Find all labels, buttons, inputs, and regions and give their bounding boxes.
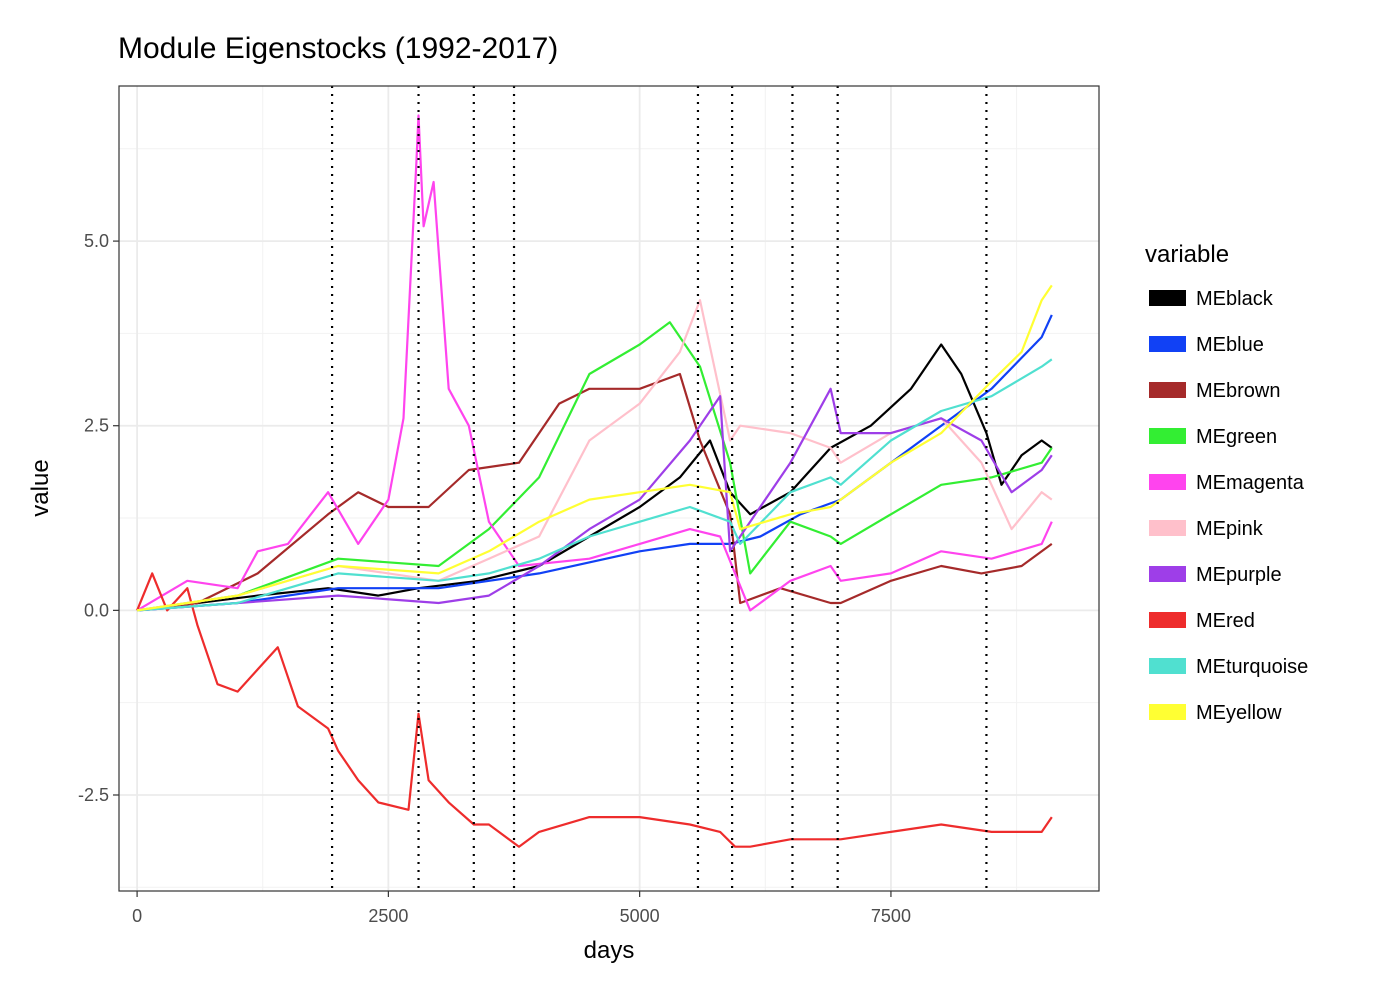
legend-label: MEmagenta <box>1196 472 1305 494</box>
legend-key-megreen <box>1149 428 1186 444</box>
series-line-megreen <box>136 321 1053 612</box>
series-line-mepink <box>136 299 1053 612</box>
legend-key-meblack <box>1149 290 1186 306</box>
legend-key-mebrown <box>1149 382 1186 398</box>
legend-label: MEyellow <box>1196 702 1282 724</box>
legend-key-memagenta <box>1149 474 1186 490</box>
y-axis-title: value <box>27 459 54 516</box>
x-axis-title: days <box>584 937 635 964</box>
series-line-mebrown <box>136 372 1053 612</box>
legend-label: MEred <box>1196 610 1255 632</box>
series-line-meyellow <box>136 284 1053 612</box>
legend-key-meblue <box>1149 336 1186 352</box>
legend-label: MEblack <box>1196 288 1274 310</box>
legend-key-mered <box>1149 612 1186 628</box>
legend-key-meturquoise <box>1149 658 1186 674</box>
legend-label: MEpink <box>1196 518 1264 540</box>
legend-key-mepurple <box>1149 566 1186 582</box>
x-tick-label: 0 <box>132 906 142 926</box>
legend-key-mepink <box>1149 520 1186 536</box>
legend-label: MEgreen <box>1196 426 1277 448</box>
x-tick-label: 7500 <box>871 906 911 926</box>
series-line-mered <box>136 572 1053 848</box>
series-line-memagenta <box>136 114 1053 612</box>
y-axis-ticks: -2.5 0.0 2.5 5.0 <box>78 231 119 805</box>
legend-label: MEbrown <box>1196 380 1280 402</box>
series-line-meturquoise <box>137 358 1053 612</box>
x-tick-label: 5000 <box>620 906 660 926</box>
legend-label: MEblue <box>1196 334 1264 356</box>
plot-border <box>118 85 1100 892</box>
x-axis-ticks: 0 2500 5000 7500 <box>132 891 911 926</box>
chart-title: Module Eigenstocks (1992-2017) <box>118 32 558 65</box>
series-line-mepurple <box>137 387 1053 612</box>
legend: variable MEblack MEblue MEbrown MEgreen MEma… <box>1145 241 1308 724</box>
y-tick-label: 0.0 <box>84 600 109 620</box>
y-tick-label: -2.5 <box>78 785 109 805</box>
plot-panel <box>119 86 1099 891</box>
y-tick-label: 2.5 <box>84 416 109 436</box>
series-layer <box>136 114 1053 848</box>
legend-key-meyellow <box>1149 704 1186 720</box>
y-tick-label: 5.0 <box>84 231 109 251</box>
x-tick-label: 2500 <box>368 906 408 926</box>
legend-label: MEpurple <box>1196 564 1282 586</box>
legend-label: MEturquoise <box>1196 656 1308 678</box>
legend-title: variable <box>1145 241 1229 268</box>
